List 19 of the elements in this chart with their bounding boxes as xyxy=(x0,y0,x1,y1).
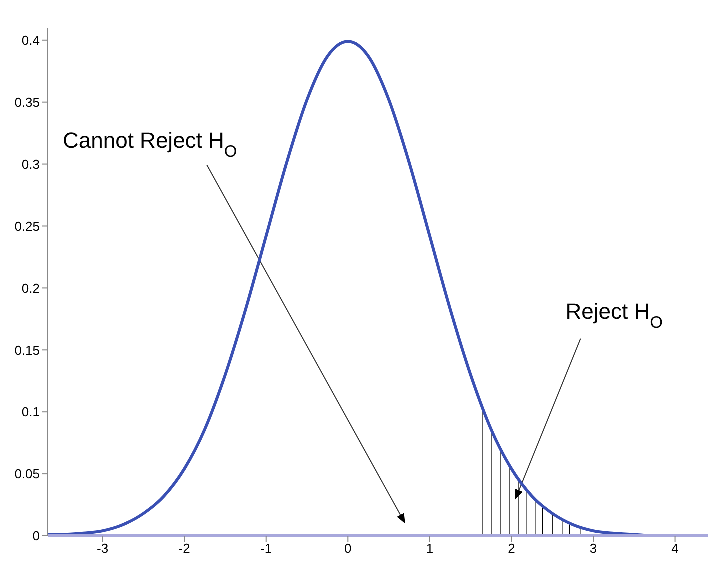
x-tick-label: 1 xyxy=(426,541,434,556)
annotation: Reject H$_{O}$ xyxy=(566,298,664,332)
y-tick-label: 0.35 xyxy=(14,94,40,110)
x-tick-label: -2 xyxy=(178,541,190,556)
x-tick-label: -1 xyxy=(260,541,272,556)
x-tick-label: 3 xyxy=(590,541,598,556)
y-tick-label: 0.2 xyxy=(22,280,40,296)
y-tick-label: 0.3 xyxy=(22,156,40,172)
x-tick-label: 0 xyxy=(344,541,352,556)
y-tick-label: 0.05 xyxy=(14,466,40,482)
y-tick-label: 0 xyxy=(32,528,40,544)
x-tick-label: 4 xyxy=(672,541,679,556)
y-tick-label: 0.4 xyxy=(22,33,40,48)
y-tick-label: 0.15 xyxy=(14,342,40,358)
annotation: Cannot Reject H$_{O}$ xyxy=(63,128,238,161)
x-tick-label: 2 xyxy=(508,541,516,556)
x-tick-label: -3 xyxy=(97,541,109,556)
y-tick-label: 0.25 xyxy=(14,218,40,234)
y-tick-label: 0.1 xyxy=(22,404,40,420)
